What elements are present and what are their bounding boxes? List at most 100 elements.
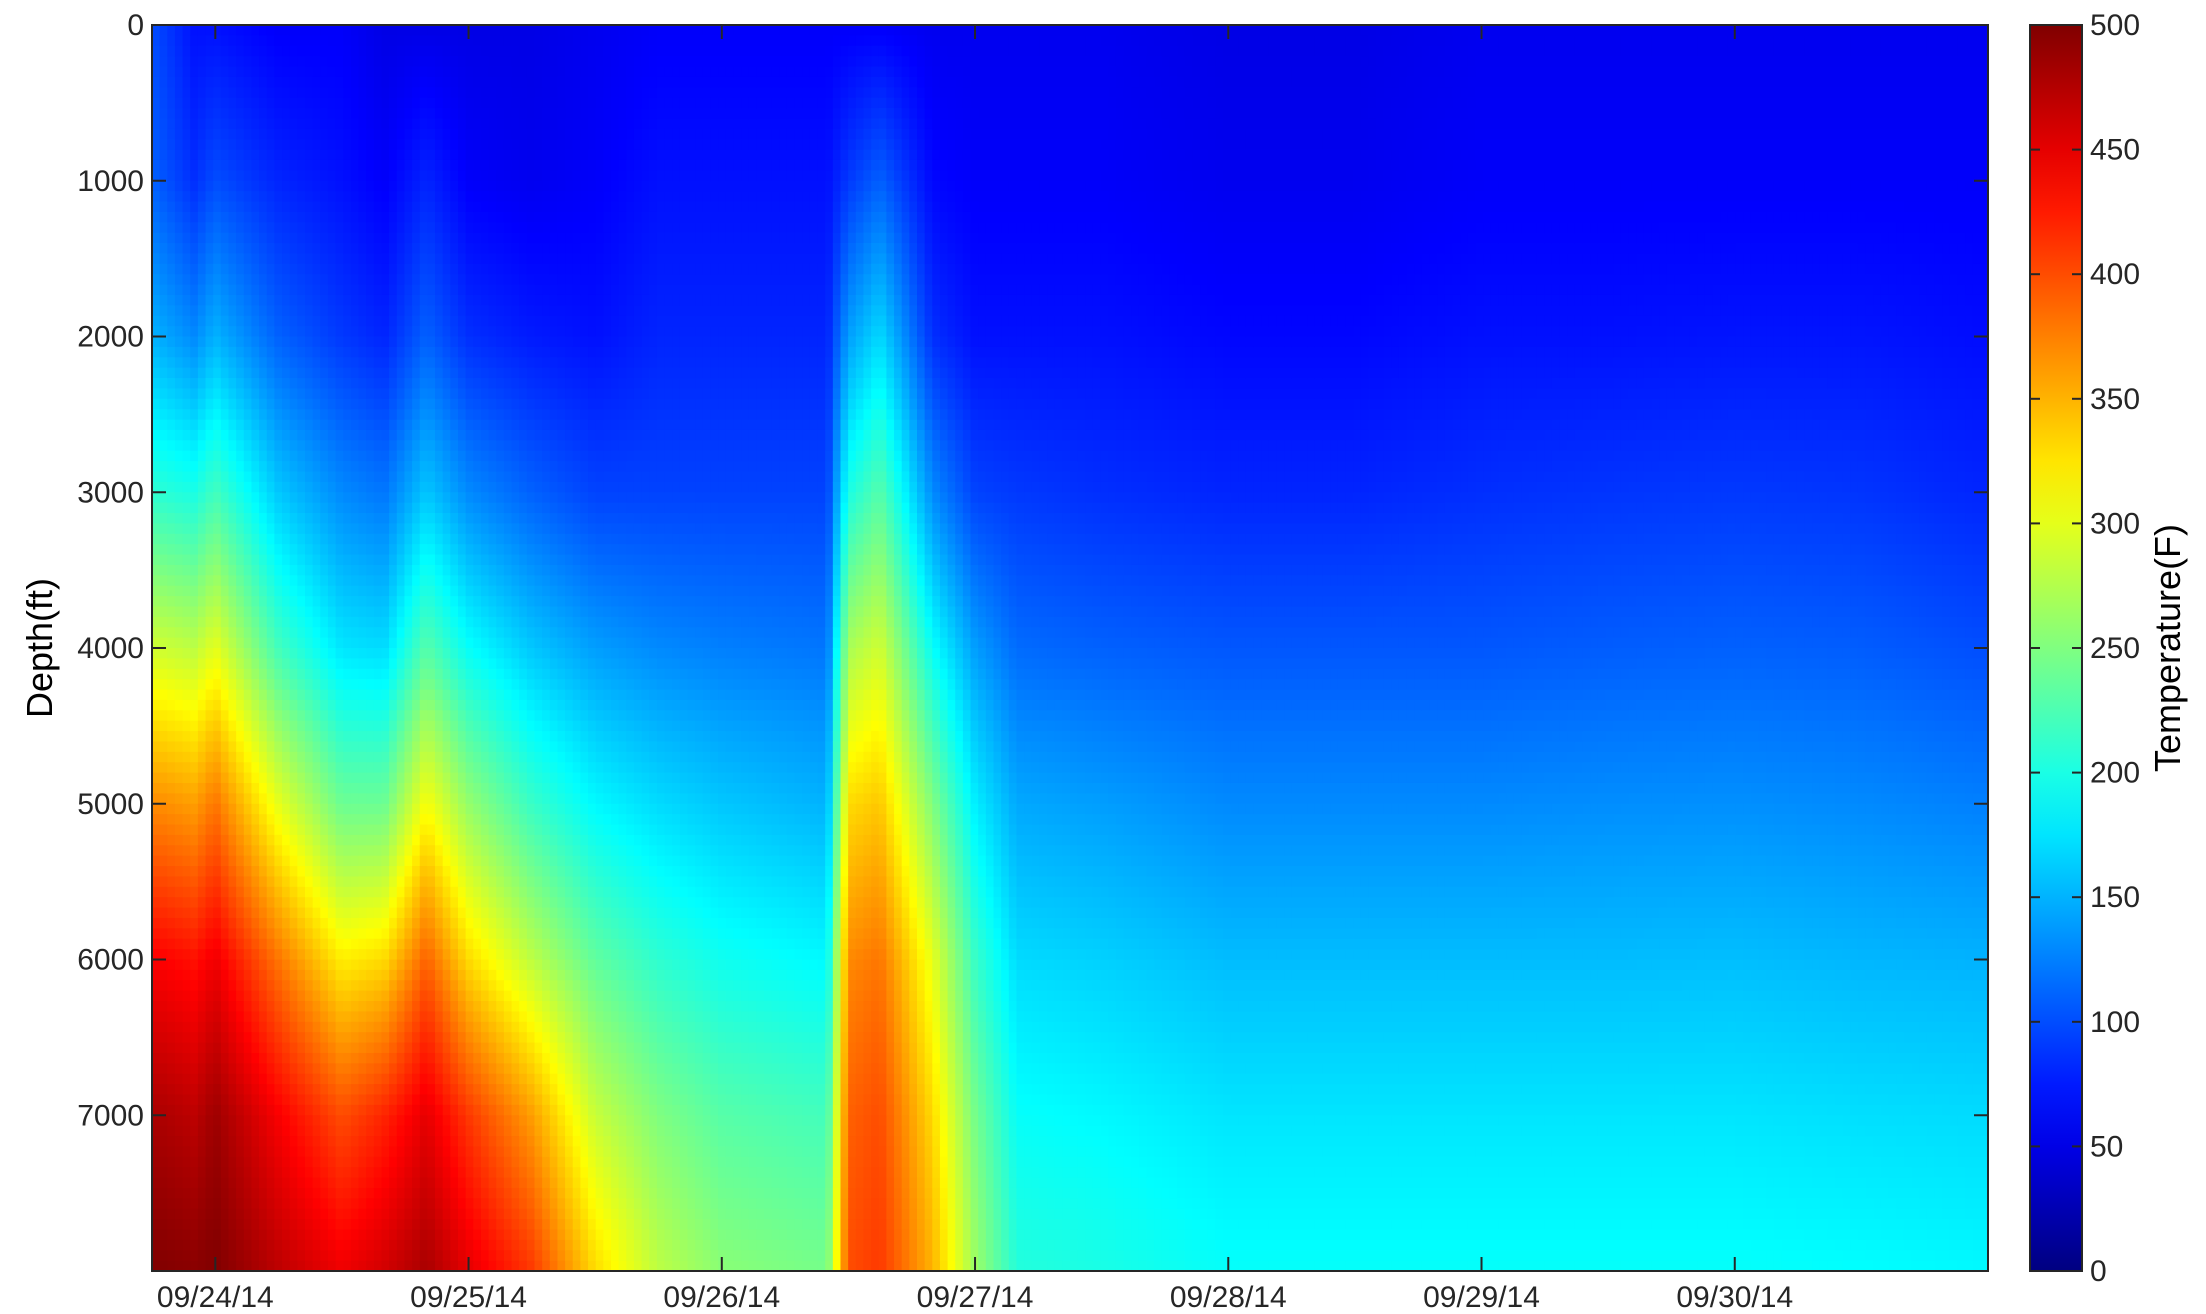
heatmap-cell xyxy=(190,710,198,721)
heatmap-cell xyxy=(313,866,321,877)
heatmap-cell xyxy=(359,170,367,181)
heatmap-cell xyxy=(190,98,198,109)
heatmap-cell xyxy=(297,991,305,1002)
heatmap-cell xyxy=(290,399,298,410)
heatmap-cell xyxy=(336,783,344,794)
heatmap-cell xyxy=(221,669,229,680)
heatmap-cell xyxy=(229,949,237,960)
heatmap-cell xyxy=(466,378,474,389)
heatmap-cell xyxy=(198,928,206,939)
heatmap-cell xyxy=(152,814,160,825)
heatmap-cell xyxy=(221,866,229,877)
heatmap-cell xyxy=(366,274,374,285)
heatmap-cell xyxy=(206,814,214,825)
heatmap-cell xyxy=(382,409,390,420)
heatmap-cell xyxy=(198,1011,206,1022)
heatmap-cell xyxy=(290,731,298,742)
heatmap-cell xyxy=(404,1063,412,1074)
heatmap-cell xyxy=(297,596,305,607)
heatmap-cell xyxy=(397,1001,405,1012)
heatmap-cell xyxy=(343,1136,351,1147)
heatmap-cell xyxy=(404,357,412,368)
heatmap-cell xyxy=(359,949,367,960)
heatmap-cell xyxy=(320,513,328,524)
heatmap-cell xyxy=(412,503,420,514)
heatmap-cell xyxy=(274,1157,282,1168)
heatmap-cell xyxy=(229,253,237,264)
heatmap-cell xyxy=(221,939,229,950)
heatmap-cell xyxy=(404,1043,412,1054)
heatmap-cell xyxy=(198,1136,206,1147)
heatmap-cell xyxy=(183,721,191,732)
heatmap-cell xyxy=(213,887,221,898)
heatmap-cell xyxy=(336,1167,344,1178)
heatmap-cell xyxy=(221,1105,229,1116)
heatmap-cell xyxy=(374,67,382,78)
heatmap-cell xyxy=(251,845,259,856)
heatmap-cell xyxy=(206,586,214,597)
heatmap-cell xyxy=(244,793,252,804)
heatmap-cell xyxy=(389,98,397,109)
heatmap-cell xyxy=(190,783,198,794)
heatmap-cell xyxy=(382,222,390,233)
heatmap-cell xyxy=(236,1001,244,1012)
heatmap-cell xyxy=(198,1167,206,1178)
heatmap-cell xyxy=(420,991,428,1002)
heatmap-cell xyxy=(183,949,191,960)
heatmap-cell xyxy=(290,762,298,773)
heatmap-cell xyxy=(320,139,328,150)
heatmap-cell xyxy=(305,918,313,929)
heatmap-cell xyxy=(167,1146,175,1157)
heatmap-cell xyxy=(183,274,191,285)
heatmap-cell xyxy=(389,118,397,129)
heatmap-cell xyxy=(297,783,305,794)
heatmap-cell xyxy=(152,451,160,462)
heatmap-cell xyxy=(229,305,237,316)
heatmap-cell xyxy=(313,679,321,690)
heatmap-cell xyxy=(359,1261,367,1272)
heatmap-cell xyxy=(466,555,474,566)
heatmap-cell xyxy=(198,430,206,441)
heatmap-cell xyxy=(458,617,466,628)
heatmap-cell xyxy=(251,1209,259,1220)
heatmap-cell xyxy=(313,804,321,815)
heatmap-cell xyxy=(229,1084,237,1095)
heatmap-cell xyxy=(366,897,374,908)
heatmap-cell xyxy=(236,555,244,566)
heatmap-cell xyxy=(152,648,160,659)
heatmap-cell xyxy=(450,285,458,296)
heatmap-cell xyxy=(366,1063,374,1074)
heatmap-cell xyxy=(206,139,214,150)
heatmap-cell xyxy=(359,710,367,721)
heatmap-cell xyxy=(175,1261,183,1272)
heatmap-cell xyxy=(251,783,259,794)
heatmap-cell xyxy=(412,658,420,669)
heatmap-cell xyxy=(183,876,191,887)
heatmap-cell xyxy=(290,596,298,607)
heatmap-cell xyxy=(382,87,390,98)
heatmap-cell xyxy=(366,1022,374,1033)
heatmap-cell xyxy=(351,243,359,254)
heatmap-cell xyxy=(152,887,160,898)
heatmap-cell xyxy=(427,762,435,773)
heatmap-cell xyxy=(374,1063,382,1074)
heatmap-cell xyxy=(343,1229,351,1240)
heatmap-cell xyxy=(160,1209,168,1220)
heatmap-cell xyxy=(236,918,244,929)
heatmap-cell xyxy=(213,949,221,960)
heatmap-cell xyxy=(343,1084,351,1095)
heatmap-cell xyxy=(229,67,237,78)
heatmap-cell xyxy=(435,430,443,441)
heatmap-cell xyxy=(236,1084,244,1095)
heatmap-cell xyxy=(213,388,221,399)
heatmap-cell xyxy=(336,1198,344,1209)
heatmap-cell xyxy=(435,1178,443,1189)
heatmap-cell xyxy=(412,347,420,358)
heatmap-cell xyxy=(274,233,282,244)
heatmap-cell xyxy=(397,337,405,348)
heatmap-cell xyxy=(328,160,336,171)
heatmap-cell xyxy=(297,1250,305,1261)
heatmap-cell xyxy=(259,876,267,887)
heatmap-cell xyxy=(336,1032,344,1043)
heatmap-cell xyxy=(450,1167,458,1178)
